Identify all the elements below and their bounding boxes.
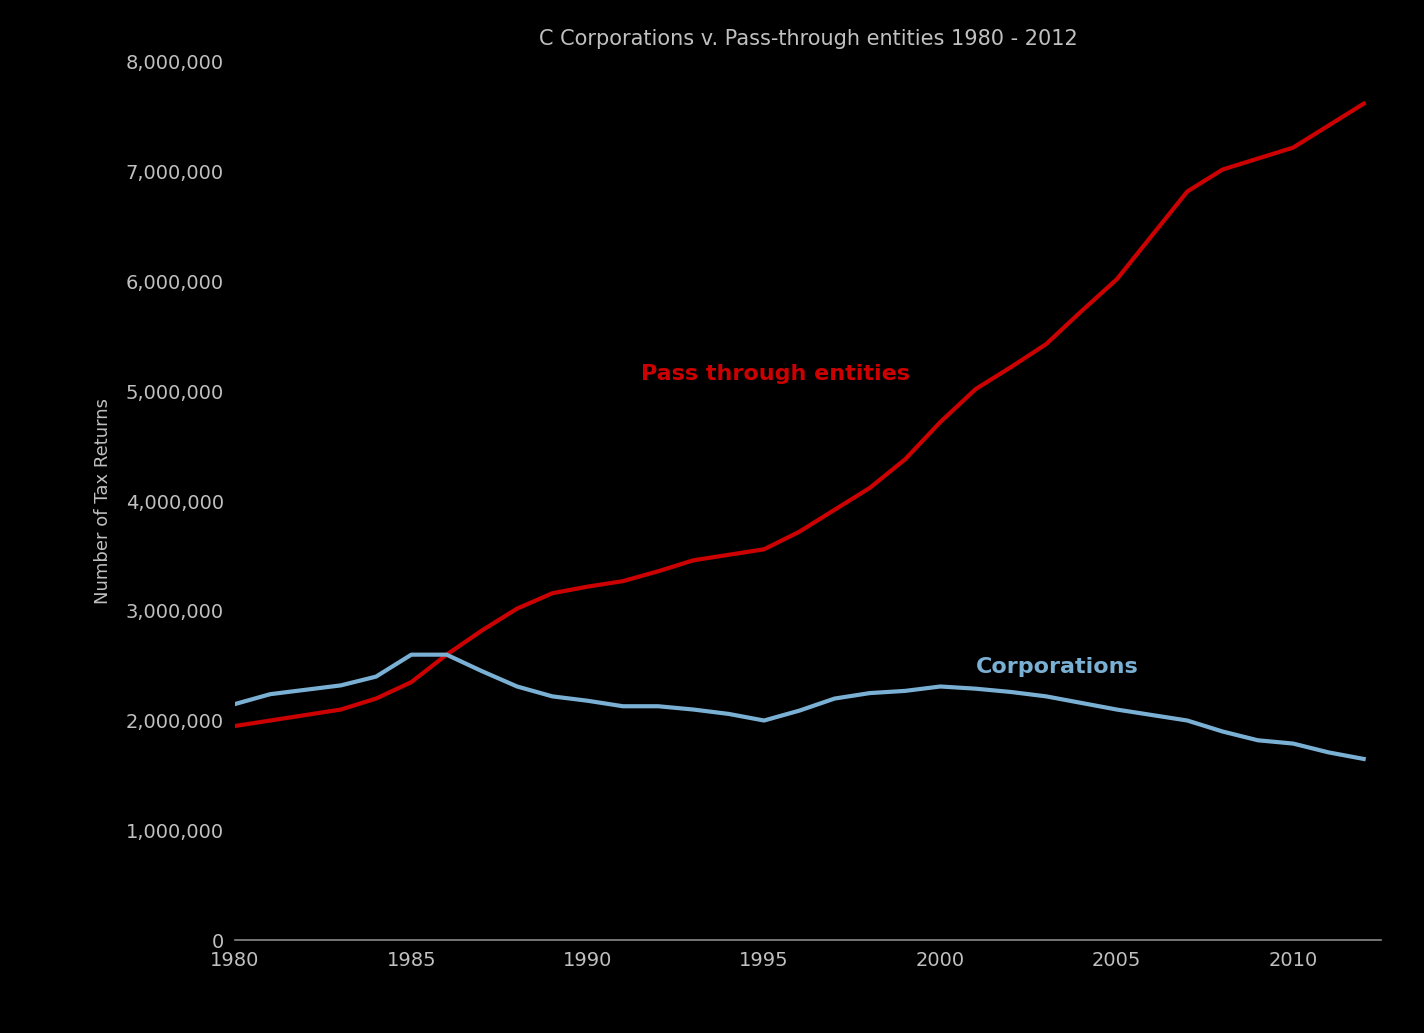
- Title: C Corporations v. Pass-through entities 1980 - 2012: C Corporations v. Pass-through entities …: [538, 29, 1078, 50]
- Y-axis label: Number of Tax Returns: Number of Tax Returns: [94, 398, 111, 604]
- Text: Corporations: Corporations: [975, 657, 1138, 678]
- Text: Pass through entities: Pass through entities: [641, 365, 910, 384]
